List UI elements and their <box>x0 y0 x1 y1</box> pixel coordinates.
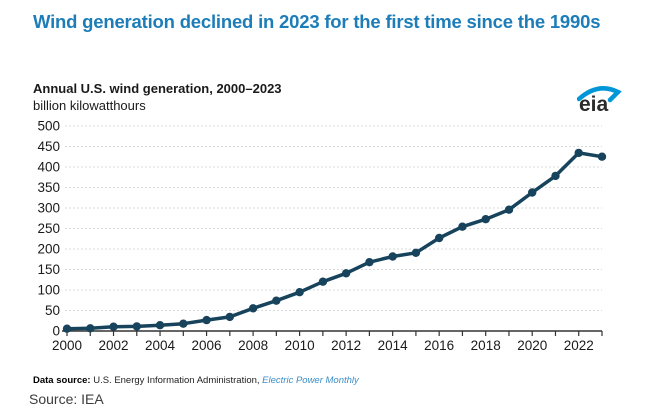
chart-title: Annual U.S. wind generation, 2000–2023 <box>33 81 282 96</box>
data-point <box>597 152 607 161</box>
x-tick-label: 2000 <box>52 338 82 353</box>
y-tick-label: 500 <box>37 119 60 134</box>
y-axis-labels: 0 50 100 150 200 250 300 350 400 450 500 <box>37 119 60 339</box>
data-point <box>62 324 72 333</box>
x-tick-label: 2010 <box>285 338 315 353</box>
data-point <box>86 324 95 333</box>
source-caption: Source: IEA <box>29 391 104 407</box>
data-point <box>202 315 211 325</box>
data-point <box>295 288 304 297</box>
y-tick-label: 450 <box>37 139 60 154</box>
data-point <box>551 171 560 181</box>
data-point <box>132 322 141 331</box>
y-tick-label: 350 <box>37 180 60 195</box>
x-tick-label: 2002 <box>98 338 128 353</box>
data-point <box>411 248 421 257</box>
data-point <box>388 252 397 261</box>
x-tick-label: 2008 <box>238 338 268 353</box>
gridlines <box>65 125 602 311</box>
x-tick-label: 2018 <box>471 338 501 353</box>
x-tick-label: 2020 <box>517 338 547 353</box>
x-tick-label: 2016 <box>424 338 454 353</box>
data-series-line <box>65 151 604 331</box>
y-tick-label: 0 <box>52 324 60 339</box>
page-title: Wind generation declined in 2023 for the… <box>33 11 601 32</box>
eia-swoosh-icon <box>577 86 622 103</box>
data-point <box>272 296 281 305</box>
datasource-label: Data source: <box>33 375 91 386</box>
data-point <box>248 304 258 313</box>
data-point <box>179 319 188 328</box>
y-tick-label: 250 <box>37 221 60 236</box>
data-point <box>458 222 467 231</box>
x-tick-label: 2004 <box>145 338 176 353</box>
data-points <box>62 148 607 333</box>
datasource-link[interactable]: Electric Power Monthly <box>262 375 359 386</box>
eia-logo: eia <box>577 84 629 118</box>
data-point <box>481 215 490 224</box>
data-point <box>155 321 165 330</box>
series-polyline <box>65 151 604 331</box>
x-tick-label: 2012 <box>331 338 361 353</box>
data-point <box>504 205 514 214</box>
data-point <box>318 277 328 286</box>
data-point <box>435 233 444 243</box>
x-axis-labels: 2000 2002 2004 2006 2008 2010 2012 2014 2016 2018… <box>52 338 594 353</box>
datasource-text: U.S. Energy Information Administration, <box>90 375 263 386</box>
x-tick-label: 2014 <box>378 338 409 353</box>
data-point <box>528 188 537 197</box>
y-tick-label: 300 <box>37 201 60 216</box>
data-point <box>225 312 234 322</box>
y-tick-label: 400 <box>37 160 60 175</box>
x-tick-label: 2022 <box>564 338 594 353</box>
y-tick-label: 150 <box>37 262 60 277</box>
chart-unit-label: billion kilowatthours <box>33 98 146 113</box>
data-point <box>341 269 351 278</box>
data-point <box>365 258 374 267</box>
x-axis <box>62 330 603 336</box>
y-tick-label: 50 <box>45 303 60 318</box>
y-tick-label: 200 <box>37 242 60 257</box>
eia-logo-text: eia <box>579 93 609 116</box>
data-point <box>574 148 583 158</box>
data-point <box>109 322 118 331</box>
datasource-note: Data source: U.S. Energy Information Adm… <box>33 375 359 386</box>
y-tick-label: 100 <box>37 283 60 298</box>
x-tick-label: 2006 <box>192 338 222 353</box>
